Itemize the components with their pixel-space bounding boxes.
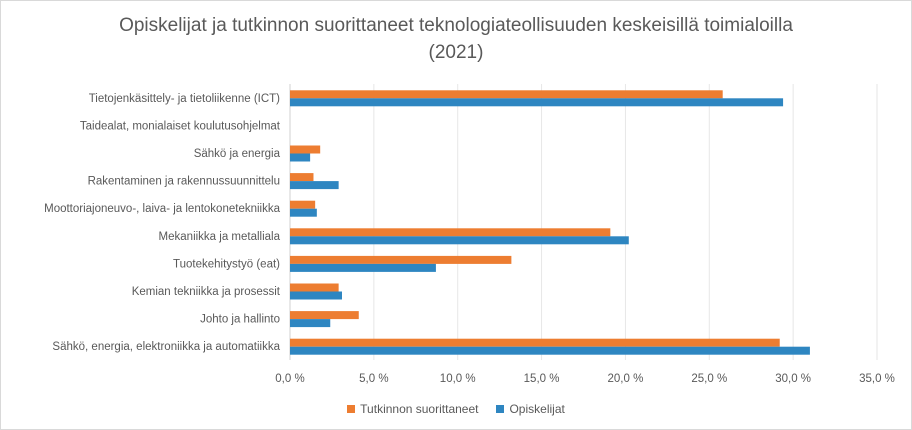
chart-title-line-2: (2021) [428, 42, 484, 63]
x-tick-label-2: 10,0 % [440, 373, 476, 385]
x-tick-label-7: 35,0 % [859, 373, 895, 385]
legend: Tutkinnon suorittaneet Opiskelijat [0, 402, 912, 416]
legend-swatch-tutkinnon-suorittaneet [347, 405, 356, 413]
bar-opiskelijat-tietojenkasittely-ja-tietoliikenne-ict [290, 98, 784, 107]
category-label-sahko-ja-energia: Sähkö ja energia [194, 148, 281, 160]
category-label-sahko-energia-elektroniikka-ja-automatiikka: Sähkö, energia, elektroniikka ja automat… [52, 341, 280, 353]
legend-item-opiskelijat: Opiskelijat [496, 402, 565, 416]
bar-opiskelijat-kemian-tekniikka-ja-prosessit [290, 291, 342, 300]
category-label-tietojenkasittely-ja-tietoliikenne-ict: Tietojenkäsittely- ja tietoliikenne (ICT… [89, 93, 280, 105]
category-label-kemian-tekniikka-ja-prosessit: Kemian tekniikka ja prosessit [132, 286, 281, 298]
bar-opiskelijat-mekaniikka-ja-metalliala [290, 236, 629, 245]
legend-swatch-opiskelijat [496, 405, 505, 413]
bar-tutkinnon-suorittaneet-kemian-tekniikka-ja-prosessit [290, 283, 339, 292]
bar-tutkinnon-suorittaneet-mekaniikka-ja-metalliala [290, 228, 611, 237]
bar-tutkinnon-suorittaneet-johto-ja-hallinto [290, 311, 359, 320]
bar-opiskelijat-johto-ja-hallinto [290, 319, 331, 328]
x-tick-label-4: 20,0 % [608, 373, 644, 385]
x-tick-label-1: 5,0 % [359, 373, 388, 385]
bar-opiskelijat-moottoriajoneuvo-laiva-ja-lentokonetekniikka [290, 208, 317, 217]
category-label-moottoriajoneuvo-laiva-ja-lentokonetekniikka: Moottoriajoneuvo-, laiva- ja lentokonete… [44, 203, 280, 215]
bar-tutkinnon-suorittaneet-tietojenkasittely-ja-tietoliikenne-ict [290, 90, 723, 99]
x-tick-label-6: 30,0 % [775, 373, 811, 385]
x-tick-label-5: 25,0 % [691, 373, 727, 385]
chart-title-line-1: Opiskelijat ja tutkinnon suorittaneet te… [119, 15, 793, 36]
chart-title: Opiskelijat ja tutkinnon suorittaneet te… [0, 12, 912, 66]
x-tick-label-3: 15,0 % [524, 373, 560, 385]
bar-opiskelijat-sahko-energia-elektroniikka-ja-automatiikka [290, 346, 810, 355]
bar-opiskelijat-rakentaminen-ja-rakennussuunnittelu [290, 181, 339, 190]
legend-item-tutkinnon-suorittaneet: Tutkinnon suorittaneet [347, 402, 478, 416]
x-tick-label-0: 0,0 % [275, 373, 304, 385]
bar-tutkinnon-suorittaneet-rakentaminen-ja-rakennussuunnittelu [290, 173, 314, 182]
bar-opiskelijat-sahko-ja-energia [290, 153, 311, 162]
legend-label-opiskelijat: Opiskelijat [509, 402, 565, 416]
bar-tutkinnon-suorittaneet-moottoriajoneuvo-laiva-ja-lentokonetekniikka [290, 200, 316, 209]
category-label-tuotekehitystyo-eat: Tuotekehitystyö (eat) [173, 258, 280, 270]
category-label-rakentaminen-ja-rakennussuunnittelu: Rakentaminen ja rakennussuunnittelu [88, 176, 280, 188]
bar-opiskelijat-tuotekehitystyo-eat [290, 263, 436, 272]
legend-label-tutkinnon-suorittaneet: Tutkinnon suorittaneet [360, 402, 479, 416]
bar-tutkinnon-suorittaneet-sahko-energia-elektroniikka-ja-automatiikka [290, 338, 780, 347]
category-label-johto-ja-hallinto: Johto ja hallinto [200, 314, 280, 326]
category-label-mekaniikka-ja-metalliala: Mekaniikka ja metalliala [159, 231, 281, 243]
bar-tutkinnon-suorittaneet-tuotekehitystyo-eat [290, 255, 512, 264]
bar-tutkinnon-suorittaneet-sahko-ja-energia [290, 145, 321, 154]
category-label-taidealat-monialaiset-koulutusohjelmat: Taidealat, monialaiset koulutusohjelmat [80, 120, 281, 132]
